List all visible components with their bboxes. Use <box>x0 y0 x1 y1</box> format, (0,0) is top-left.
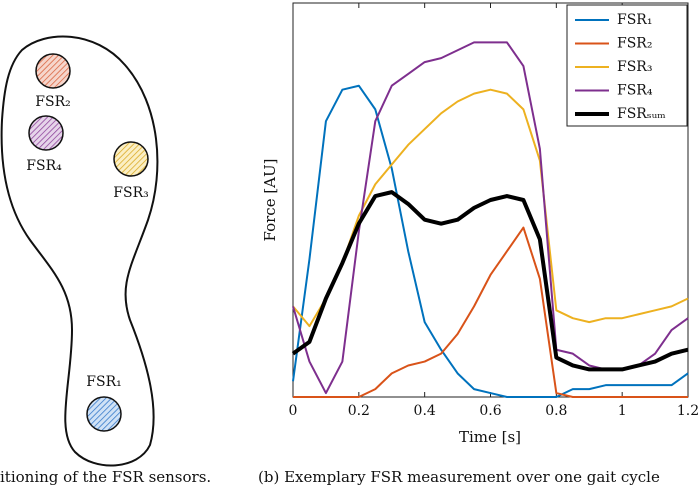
sensor-label: FSR₃ <box>113 185 148 201</box>
legend-box <box>566 4 688 127</box>
sensor <box>35 53 71 89</box>
caption: itioning of the FSR sensors. <box>0 468 211 486</box>
legend-label: FSR₃ <box>617 59 652 75</box>
sensor <box>113 141 149 177</box>
caption: (b) Exemplary FSR measurement over one g… <box>258 468 660 486</box>
series-line <box>293 226 688 398</box>
x-tick-label: 0 <box>289 403 298 419</box>
foot-outline <box>0 35 159 467</box>
series-line <box>291 190 689 372</box>
foot-diagram: FSR₂ FSR₄ FSR₃ FSR₁ itioning of the FSR … <box>0 35 211 486</box>
legend-label: FSRₛᵤₘ <box>617 106 666 122</box>
series-line <box>292 84 689 398</box>
x-tick-label: 0.8 <box>545 403 567 419</box>
legend-label: FSR₄ <box>617 83 653 99</box>
y-axis-label: Force [AU] <box>261 158 279 241</box>
x-tick-label: 0.2 <box>348 403 370 419</box>
x-tick-label: 1.2 <box>677 403 698 419</box>
legend-label: FSR₂ <box>617 36 652 52</box>
x-axis-label: Time [s] <box>459 428 521 446</box>
sensor-label: FSR₁ <box>86 374 121 390</box>
sensor <box>86 396 122 432</box>
sensor <box>28 115 64 151</box>
sensor-label: FSR₂ <box>35 94 70 110</box>
x-tick-label: 1 <box>618 403 627 419</box>
legend-label: FSR₁ <box>617 12 652 28</box>
series-line <box>292 88 689 328</box>
x-tick-label: 0.6 <box>479 403 501 419</box>
sensor-label: FSR₄ <box>26 158 62 174</box>
x-tick-label: 0.4 <box>414 403 436 419</box>
